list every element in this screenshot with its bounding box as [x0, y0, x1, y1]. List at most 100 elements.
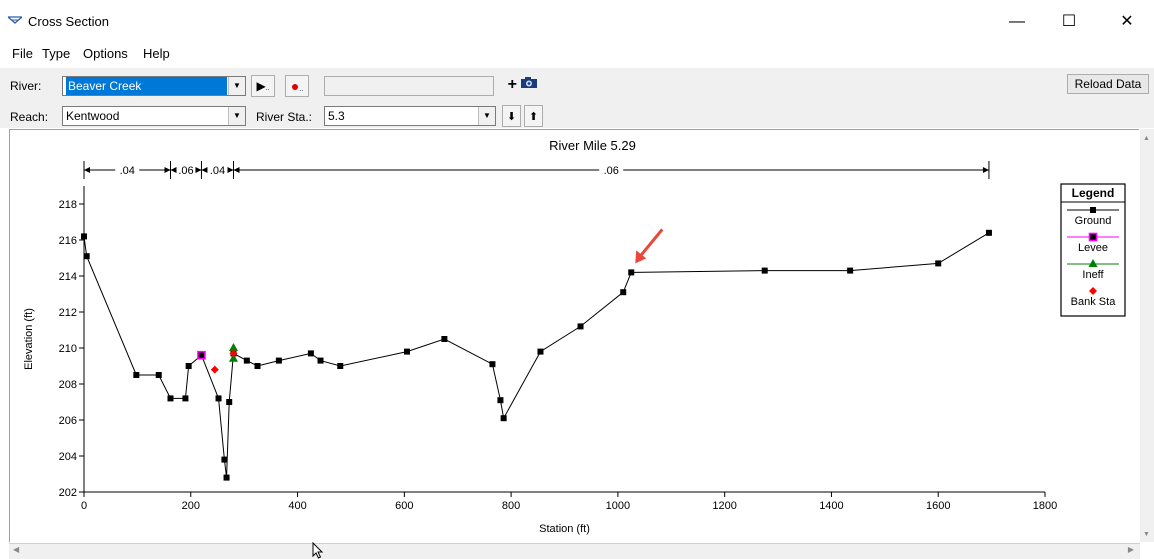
manning-n-label: .06	[604, 165, 619, 177]
y-tick-label: 216	[59, 235, 77, 247]
x-tick-label: 1800	[1033, 500, 1057, 512]
y-axis-label: Elevation (ft)	[23, 308, 35, 370]
menu-help[interactable]: Help	[143, 46, 170, 61]
horizontal-scrollbar[interactable]: ◀ ▶	[9, 543, 1140, 559]
manning-arrowhead	[170, 167, 177, 173]
x-tick-label: 200	[182, 500, 200, 512]
record-button[interactable]: ●..	[285, 75, 309, 97]
up-arrow-icon: ⬆	[528, 111, 539, 123]
manning-arrowhead	[982, 167, 989, 173]
ground-point	[935, 260, 942, 267]
y-tick-label: 206	[59, 415, 77, 427]
ground-point	[761, 267, 768, 274]
cross-section-icon	[6, 13, 24, 27]
play-icon: ▶..	[256, 79, 270, 93]
ground-point	[985, 229, 992, 236]
x-tick-label: 1400	[819, 500, 843, 512]
legend-marker	[1088, 232, 1098, 242]
x-tick-label: 1000	[606, 500, 630, 512]
next-station-button[interactable]: ⬇	[502, 105, 521, 127]
ground-point	[226, 399, 233, 405]
river-select[interactable]: Beaver Creek ▼	[62, 76, 246, 96]
x-tick-label: 600	[395, 500, 413, 512]
manning-arrowhead	[201, 167, 208, 173]
menu-type[interactable]: Type	[42, 46, 71, 61]
menu-bar: File Type Options Help	[0, 44, 1154, 64]
menu-file[interactable]: File	[12, 46, 33, 61]
minimize-button[interactable]: —	[1009, 13, 1025, 30]
mouse-cursor-icon	[312, 541, 324, 559]
ineff-point	[228, 353, 238, 362]
manning-arrowhead	[164, 167, 171, 173]
reach-value: Kentwood	[66, 109, 120, 123]
reach-select[interactable]: Kentwood ▼	[62, 106, 246, 126]
play-button[interactable]: ▶..	[251, 75, 275, 97]
station-select[interactable]: 5.3 ▼	[324, 106, 496, 126]
menu-options[interactable]: Options	[83, 46, 128, 61]
description-field[interactable]	[324, 76, 494, 96]
ground-point	[182, 395, 189, 402]
ground-point	[441, 336, 448, 342]
dropdown-arrow-icon[interactable]: ▼	[228, 107, 245, 125]
y-tick-label: 202	[59, 487, 77, 499]
annotation-arrowhead	[635, 250, 647, 264]
bank-sta-point	[229, 349, 238, 358]
legend-title: Legend	[1072, 186, 1115, 200]
ground-point	[83, 253, 90, 260]
ground-point	[489, 361, 496, 368]
ground-point	[628, 269, 635, 276]
legend-entry: Bank Sta	[1071, 296, 1117, 308]
legend-entry: Ineff	[1082, 269, 1104, 281]
ground-point	[537, 348, 544, 355]
ground-point	[847, 267, 854, 274]
plus-icon: +	[507, 76, 517, 93]
y-tick-label: 208	[59, 379, 77, 391]
dropdown-arrow-icon[interactable]: ▼	[228, 77, 245, 95]
river-label: River:	[10, 79, 42, 93]
reach-label: Reach:	[10, 110, 49, 124]
legend-entry: Levee	[1078, 242, 1108, 254]
ground-point	[337, 363, 344, 369]
ground-point	[275, 357, 282, 364]
x-tick-label: 1600	[926, 500, 950, 512]
plot-area: River Mile 5.29 0 200 400 600 800 1000 1200 1400…	[9, 129, 1139, 542]
manning-n-label: .04	[210, 165, 225, 177]
ground-point	[404, 348, 411, 355]
x-tick-label: 0	[81, 500, 87, 512]
ground-point	[81, 233, 87, 240]
y-tick-label: 218	[59, 199, 77, 211]
station-value: 5.3	[328, 109, 345, 123]
ground-point	[497, 397, 504, 404]
add-plot-button[interactable]: +	[500, 75, 546, 97]
annotation-arrow	[638, 228, 664, 259]
ground-point	[577, 323, 584, 330]
station-label: River Sta.:	[256, 110, 313, 124]
y-tick-label: 212	[59, 307, 77, 319]
window-title: Cross Section	[28, 14, 109, 29]
ground-point	[167, 395, 174, 402]
cross-section-chart: River Mile 5.29 0 200 400 600 800 1000 1200 1400…	[23, 138, 1126, 535]
close-button[interactable]: ✕	[1120, 13, 1134, 30]
ground-point	[317, 357, 324, 364]
ground-point	[254, 363, 261, 369]
y-tick-label: 204	[59, 451, 77, 463]
record-icon: ●..	[290, 78, 304, 94]
manning-n-label: .04	[120, 165, 135, 177]
ground-point	[185, 363, 192, 369]
down-arrow-icon: ⬇	[506, 111, 517, 123]
reload-data-button[interactable]: Reload Data	[1067, 74, 1149, 94]
maximize-button[interactable]: ☐	[1061, 13, 1077, 30]
x-axis-label: Station (ft)	[539, 523, 590, 535]
ground-point	[620, 289, 627, 296]
dropdown-arrow-icon[interactable]: ▼	[478, 107, 495, 125]
title-bar: Cross Section — ☐ ✕	[0, 0, 1154, 42]
legend-entry: Ground	[1075, 215, 1112, 227]
x-tick-label: 800	[502, 500, 520, 512]
vertical-scrollbar[interactable]: ▲ ▼	[1140, 129, 1154, 542]
camera-icon	[520, 77, 538, 92]
ground-point	[155, 372, 162, 378]
ground-point	[223, 474, 230, 481]
previous-station-button[interactable]: ⬆	[524, 105, 543, 127]
ineff-point	[228, 343, 238, 351]
y-tick-label: 210	[59, 343, 77, 355]
